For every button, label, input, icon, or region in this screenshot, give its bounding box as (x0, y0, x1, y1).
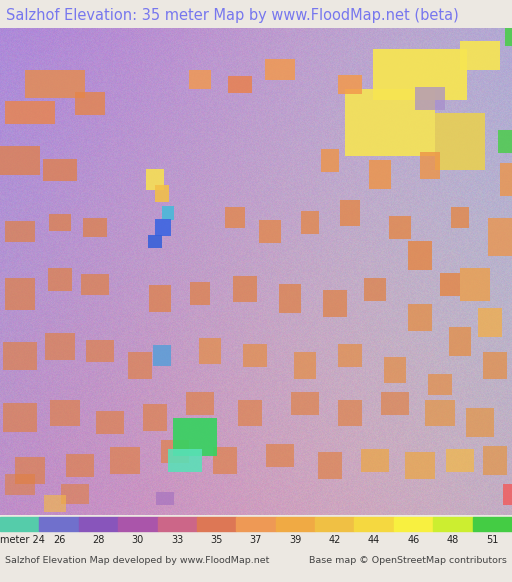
Bar (0, 517, 39, 531)
Text: 37: 37 (250, 535, 262, 545)
Bar (158, 517, 197, 531)
Text: 30: 30 (132, 535, 144, 545)
Text: 26: 26 (53, 535, 65, 545)
Bar (39, 517, 79, 531)
Text: Salzhof Elevation Map developed by www.FloodMap.net: Salzhof Elevation Map developed by www.F… (5, 556, 269, 565)
Text: Base map © OpenStreetMap contributors: Base map © OpenStreetMap contributors (309, 556, 507, 565)
Text: 48: 48 (447, 535, 459, 545)
Bar (197, 517, 237, 531)
Text: 42: 42 (329, 535, 341, 545)
Bar (394, 517, 433, 531)
Text: 33: 33 (171, 535, 183, 545)
Bar (354, 517, 394, 531)
Bar (433, 517, 473, 531)
Text: 46: 46 (408, 535, 420, 545)
Bar (473, 517, 512, 531)
Text: meter 24: meter 24 (0, 535, 45, 545)
Text: Salzhof Elevation: 35 meter Map by www.FloodMap.net (beta): Salzhof Elevation: 35 meter Map by www.F… (6, 8, 459, 23)
Text: 39: 39 (289, 535, 302, 545)
Bar (315, 517, 354, 531)
Bar (79, 517, 118, 531)
Bar (118, 517, 158, 531)
Text: 28: 28 (92, 535, 104, 545)
Text: 51: 51 (486, 535, 499, 545)
Text: 44: 44 (368, 535, 380, 545)
Bar (237, 517, 275, 531)
Bar (275, 517, 315, 531)
Text: 35: 35 (210, 535, 223, 545)
